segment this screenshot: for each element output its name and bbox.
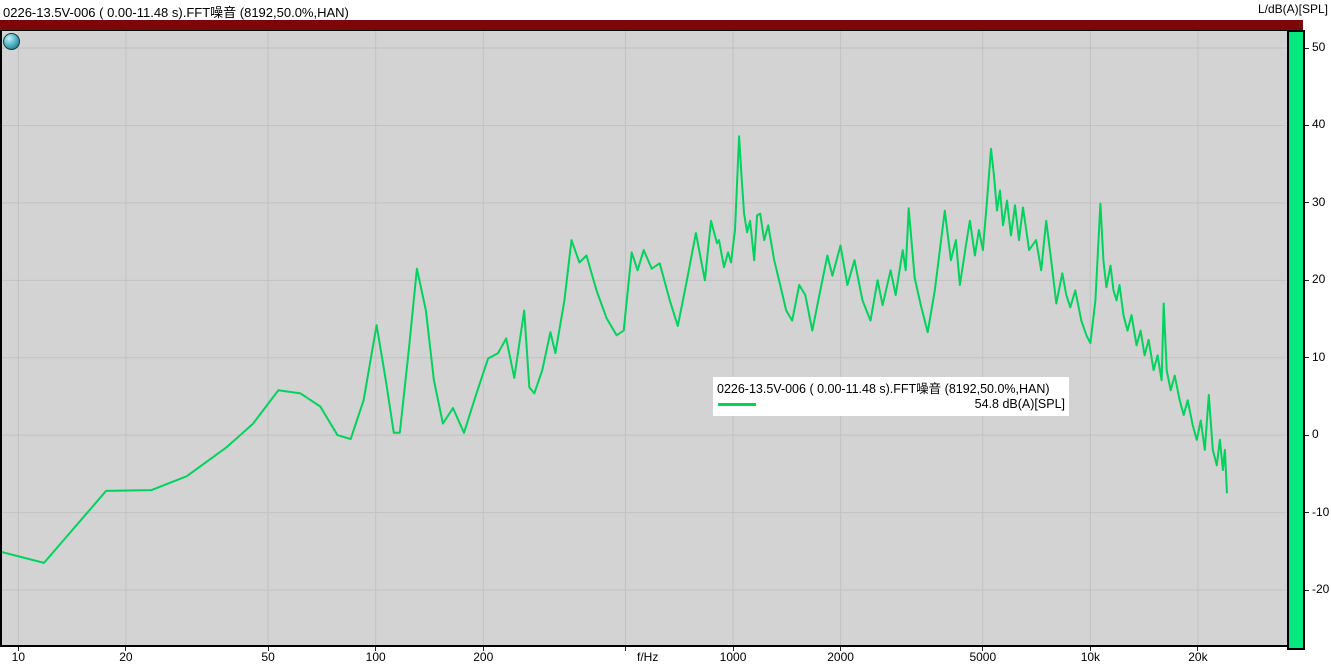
x-tick-label: 100 [365,650,386,664]
legend-value: 54.8 dB(A)[SPL] [974,397,1065,411]
y-tick-label: 40 [1312,117,1326,132]
marker-sphere-icon[interactable] [3,33,20,50]
unit-label: L/dB(A)[SPL] [1257,2,1328,16]
x-tick-mark [840,647,842,651]
x-tick-mark [482,647,484,651]
legend-box[interactable]: 0226-13.5V-006 ( 0.00-11.48 s).FFT噪音 (81… [713,377,1069,416]
x-tick-mark [267,647,269,651]
x-tick-mark [1089,647,1091,651]
y-tick-mark [1305,512,1309,514]
y-tick-label: 20 [1312,272,1326,287]
y-tick-mark [1305,124,1309,126]
x-tick-label: 200 [473,650,494,664]
fft-curve [2,135,1228,564]
legend-line-sample [718,403,756,406]
window-title: 0226-13.5V-006 ( 0.00-11.48 s).FFT噪音 (81… [3,5,349,20]
x-tick-label: 50 [261,650,275,664]
y-tick-mark [1305,279,1309,281]
x-axis-title: f/Hz [637,650,659,664]
x-tick-label: 1000 [719,650,747,664]
x-tick-label: 20k [1188,650,1208,664]
x-tick-mark [624,647,626,651]
x-tick-label: 10 [11,650,26,664]
y-tick-mark [1305,434,1309,436]
y-tick-label: 10 [1312,349,1326,364]
x-tick-mark [1197,647,1199,651]
title-strip: 0226-13.5V-006 ( 0.00-11.48 s).FFT噪音 (81… [0,0,1331,20]
y-tick-mark [1305,589,1309,591]
y-tick-label: 0 [1312,427,1319,442]
y-tick-label: -20 [1312,582,1330,597]
titlebar-red-band [0,20,1303,30]
x-tick-mark [732,647,734,651]
legend-title: 0226-13.5V-006 ( 0.00-11.48 s).FFT噪音 (81… [717,382,1050,396]
y-tick-label: 50 [1312,40,1326,55]
y-tick-mark [1305,357,1309,359]
y-tick-mark [1305,47,1309,49]
plot-canvas[interactable] [2,31,1287,645]
plot-area[interactable] [0,30,1287,647]
x-tick-mark [982,647,984,651]
x-tick-mark [17,647,19,651]
x-tick-label: 20 [119,650,133,664]
y-tick-label: 30 [1312,194,1326,209]
x-tick-label: 10k [1080,650,1101,664]
y-tick-mark [1305,202,1309,204]
x-tick-label: 5000 [969,650,997,664]
x-tick-label: 2000 [827,650,854,664]
y-tick-label: -10 [1312,504,1330,519]
x-tick-mark [375,647,377,651]
level-colorbar [1287,30,1305,650]
x-tick-mark [125,647,127,651]
